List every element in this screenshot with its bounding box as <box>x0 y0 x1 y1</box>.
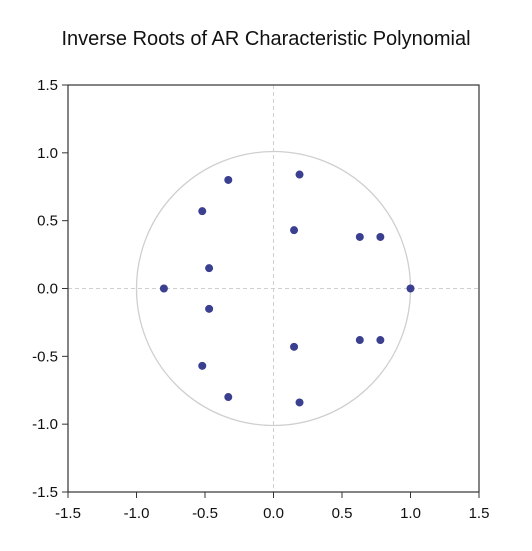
data-points <box>159 170 415 407</box>
data-point <box>290 226 299 235</box>
data-point <box>224 393 233 402</box>
y-tick-label: -0.5 <box>32 348 58 365</box>
data-point <box>224 175 233 184</box>
x-tick-label: -1.5 <box>55 505 81 522</box>
x-axis: -1.5 -1.0 -0.5 0.0 0.5 1.0 1.5 <box>55 492 489 522</box>
data-point <box>198 361 207 370</box>
data-point <box>159 284 168 293</box>
data-point <box>406 284 415 293</box>
data-point <box>198 207 207 216</box>
y-axis: 1.5 1.0 0.5 0.0 -0.5 -1.0 -1.5 <box>32 77 68 501</box>
x-tick-label: 1.0 <box>400 505 421 522</box>
data-point <box>376 336 385 345</box>
x-tick-label: 1.5 <box>469 505 490 522</box>
y-tick-label: -1.5 <box>32 484 58 501</box>
data-point <box>295 398 304 407</box>
data-point <box>205 304 214 313</box>
data-point <box>290 342 299 351</box>
data-point <box>355 232 364 241</box>
y-tick-label: -1.0 <box>32 416 58 433</box>
x-tick-label: -1.0 <box>124 505 150 522</box>
y-tick-label: 1.0 <box>37 145 58 162</box>
x-tick-label: -0.5 <box>192 505 218 522</box>
chart-title: Inverse Roots of AR Characteristic Polyn… <box>61 28 471 50</box>
y-tick-label: 0.5 <box>37 213 58 230</box>
data-point <box>355 336 364 345</box>
x-tick-label: 0.5 <box>332 505 353 522</box>
data-point <box>295 170 304 179</box>
data-point <box>376 232 385 241</box>
y-tick-label: 0.0 <box>37 281 58 298</box>
y-tick-label: 1.5 <box>37 77 58 94</box>
x-tick-label: 0.0 <box>263 505 284 522</box>
data-point <box>205 264 214 273</box>
zero-lines <box>68 85 479 492</box>
